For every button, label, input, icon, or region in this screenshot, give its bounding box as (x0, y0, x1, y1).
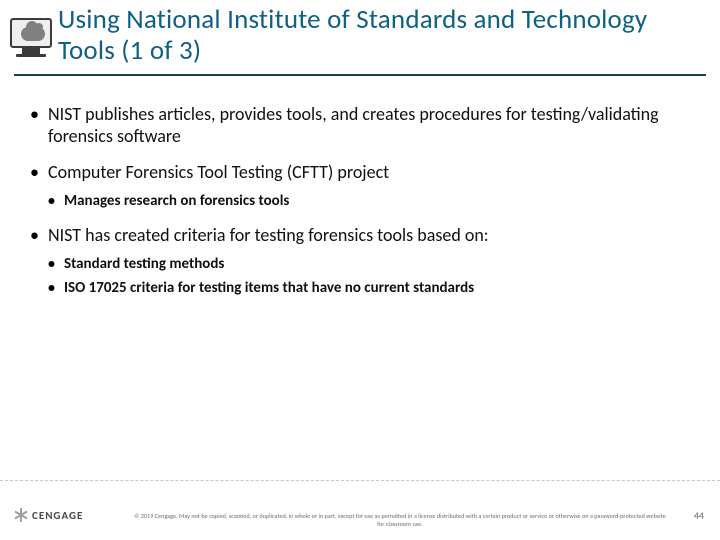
content-area: NIST publishes articles, provides tools,… (30, 104, 690, 312)
sub-bullet-item: ISO 17025 criteria for testing items tha… (48, 279, 690, 298)
sub-bullet-text: Standard testing methods (64, 255, 224, 273)
sub-bullet-item: Manages research on forensics tools (48, 192, 690, 211)
sub-bullet-text: Manages research on forensics tools (64, 192, 289, 210)
footer-divider (0, 480, 720, 481)
sub-bullet-item: Standard testing methods (48, 255, 690, 274)
copyright-text: © 2019 Cengage. May not be copied, scann… (134, 513, 666, 528)
footer: CENGAGE © 2019 Cengage. May not be copie… (14, 496, 706, 532)
bullet-item: NIST has created criteria for testing fo… (30, 225, 690, 298)
monitor-cloud-icon (10, 18, 52, 58)
bullet-text: Computer Forensics Tool Testing (CFTT) p… (48, 161, 389, 183)
bullet-item: NIST publishes articles, provides tools,… (30, 104, 690, 148)
bullet-item: Computer Forensics Tool Testing (CFTT) p… (30, 162, 690, 211)
brand-logo: CENGAGE (14, 508, 83, 522)
sub-bullet-text: ISO 17025 criteria for testing items tha… (64, 279, 474, 297)
bullet-text: NIST has created criteria for testing fo… (48, 224, 489, 246)
title-underline (14, 74, 706, 76)
slide-title: Using National Institute of Standards an… (58, 4, 706, 66)
brand-text: CENGAGE (32, 509, 83, 522)
bullet-text: NIST publishes articles, provides tools,… (48, 103, 659, 147)
brand-star-icon (14, 508, 28, 522)
page-number: 44 (694, 509, 704, 522)
